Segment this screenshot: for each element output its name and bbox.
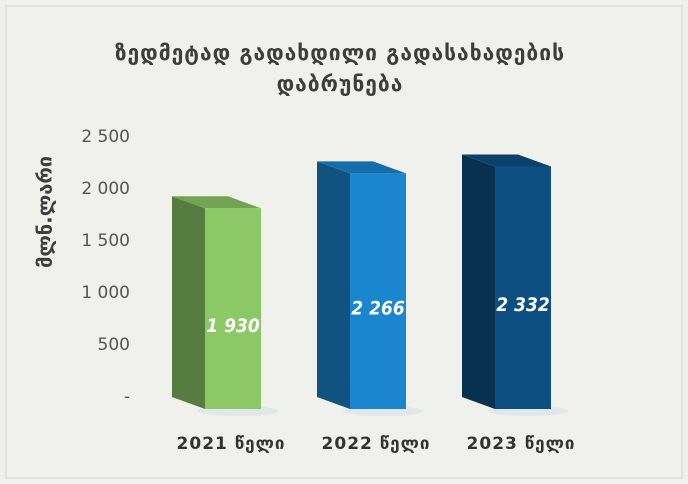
chart-title: ზედმეტად გადახდილი გადასახადების დაბრუნე…	[114, 41, 566, 96]
value-label: 1 930	[206, 315, 260, 337]
y-tick-label: 1 500	[81, 231, 130, 251]
bar	[350, 173, 406, 409]
value-label: 2 266	[351, 298, 405, 320]
bar-top	[172, 196, 261, 209]
bar	[205, 208, 261, 409]
bar-top	[317, 161, 406, 174]
bar-side	[462, 154, 495, 409]
bar-side	[317, 161, 350, 409]
y-tick-label: 2 000	[81, 179, 130, 199]
y-axis-label: მლნ.ლარი	[33, 156, 57, 268]
y-tick-label: 2 500	[81, 127, 130, 147]
bar-top	[462, 154, 551, 167]
bar-side	[172, 196, 205, 409]
x-tick-label: 2023 წელი	[467, 434, 576, 454]
frame	[5, 5, 683, 479]
x-tick-label: 2022 წელი	[322, 434, 431, 454]
value-label: 2 332	[496, 294, 550, 316]
x-tick-label: 2021 წელი	[177, 434, 286, 454]
y-tick-label: -	[124, 387, 130, 407]
y-tick-label: 500	[98, 335, 130, 355]
bar	[495, 166, 551, 409]
y-tick-label: 1 000	[81, 283, 130, 303]
